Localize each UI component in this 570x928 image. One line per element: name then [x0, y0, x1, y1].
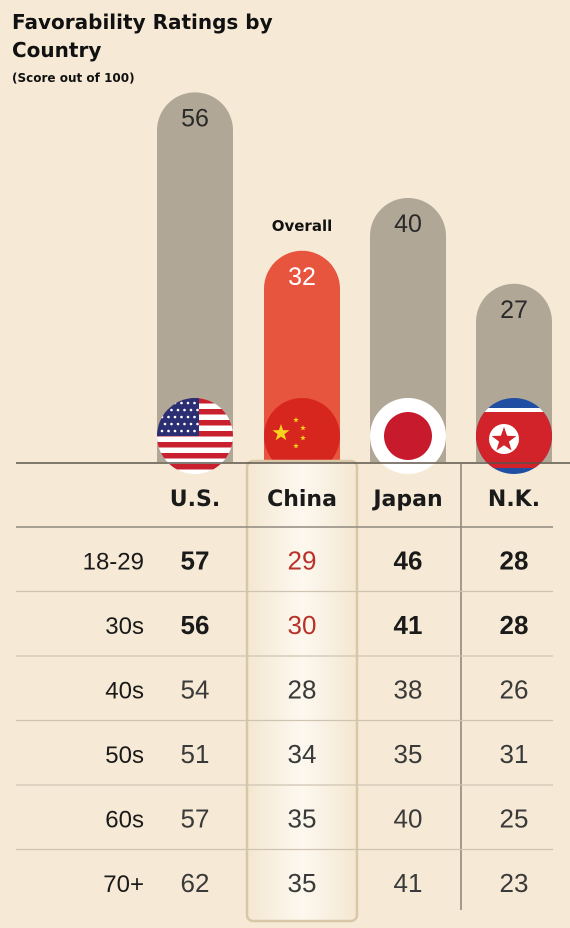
- flag-star: [170, 422, 173, 426]
- flag-star: [183, 422, 186, 426]
- table-cell: 35: [394, 739, 423, 769]
- flag-sun: [384, 412, 432, 460]
- table-cell: 25: [500, 803, 529, 833]
- flag-star: [173, 429, 177, 433]
- flag-star: [196, 408, 199, 412]
- table-cell: 31: [500, 739, 529, 769]
- flag-star: [176, 422, 180, 426]
- bar-value-label: 27: [500, 296, 528, 324]
- table-cell: 41: [394, 868, 423, 898]
- table-cell: 28: [288, 674, 317, 704]
- bar-value-label: 32: [288, 263, 316, 291]
- table-cell: 38: [394, 674, 423, 704]
- flag-star: [176, 408, 180, 412]
- flag-star: [491, 427, 517, 451]
- flag-star: [173, 415, 177, 419]
- table-cell: 56: [181, 610, 210, 640]
- table-cell: 40: [394, 803, 423, 833]
- japan-flag-icon: [370, 398, 446, 474]
- overall-label: Overall: [272, 217, 333, 235]
- column-header: Japan: [371, 487, 442, 512]
- bar-value-label: 56: [181, 104, 209, 132]
- table-cell: 34: [288, 739, 317, 769]
- table-cell: 57: [181, 545, 210, 575]
- row-label: 60s: [105, 806, 144, 833]
- flag-star: [193, 401, 196, 405]
- table-cell: 35: [288, 868, 317, 898]
- us-flag-icon: [157, 398, 233, 474]
- north-korea-flag-icon: [476, 398, 552, 474]
- flag-star: [170, 408, 173, 412]
- bar-value-label: 40: [394, 210, 422, 238]
- flag-star: [293, 417, 299, 423]
- table-cell: 41: [394, 610, 423, 640]
- column-header: U.S.: [170, 487, 220, 512]
- flag-star: [293, 443, 299, 449]
- flag-star: [163, 422, 167, 426]
- chart-title: Favorability Ratings by Country: [12, 10, 273, 62]
- highlight-column: [245, 459, 359, 923]
- table-cell: 46: [394, 545, 423, 575]
- flag-star: [193, 415, 196, 419]
- flag-star: [189, 422, 193, 426]
- flag-star: [180, 429, 183, 433]
- table-cell: 54: [181, 674, 210, 704]
- flag-stripe: [157, 442, 233, 448]
- table-cell: 57: [181, 803, 210, 833]
- flag-star: [193, 429, 196, 433]
- bar-U.S.: [157, 92, 233, 462]
- table-cell: 28: [500, 610, 529, 640]
- flag-star: [186, 415, 190, 419]
- table-cell: 23: [500, 868, 529, 898]
- row-label: 70+: [103, 871, 144, 898]
- bar-Japan: [370, 198, 446, 462]
- flag-stripe: [157, 464, 233, 470]
- chart-subtitle: (Score out of 100): [12, 71, 135, 85]
- flag-star: [186, 429, 190, 433]
- table-cell: 30: [288, 610, 317, 640]
- flag-star: [196, 422, 199, 426]
- flag-star: [160, 429, 164, 433]
- row-label: 40s: [105, 677, 144, 704]
- flag-star: [167, 429, 170, 433]
- flag-star: [180, 401, 183, 405]
- flag-star: [300, 425, 306, 431]
- flag-star: [186, 401, 190, 405]
- row-label: 50s: [105, 742, 144, 769]
- table-cell: 29: [288, 545, 317, 575]
- row-label: 30s: [105, 613, 144, 640]
- row-label: 18-29: [83, 548, 144, 575]
- flag-stripe: [476, 408, 552, 412]
- flag-star: [180, 415, 183, 419]
- table-cell: 35: [288, 803, 317, 833]
- table-cell: 62: [181, 868, 210, 898]
- flag-star: [300, 435, 306, 441]
- flag-star: [272, 424, 290, 441]
- flag-star: [167, 415, 170, 419]
- table-cell: 26: [500, 674, 529, 704]
- flag-star: [183, 408, 186, 412]
- flag-stripe: [157, 453, 233, 459]
- column-header: N.K.: [488, 487, 540, 512]
- flag-star: [189, 408, 193, 412]
- table-cell: 51: [181, 739, 210, 769]
- table-cell: 28: [500, 545, 529, 575]
- column-header: China: [267, 487, 337, 512]
